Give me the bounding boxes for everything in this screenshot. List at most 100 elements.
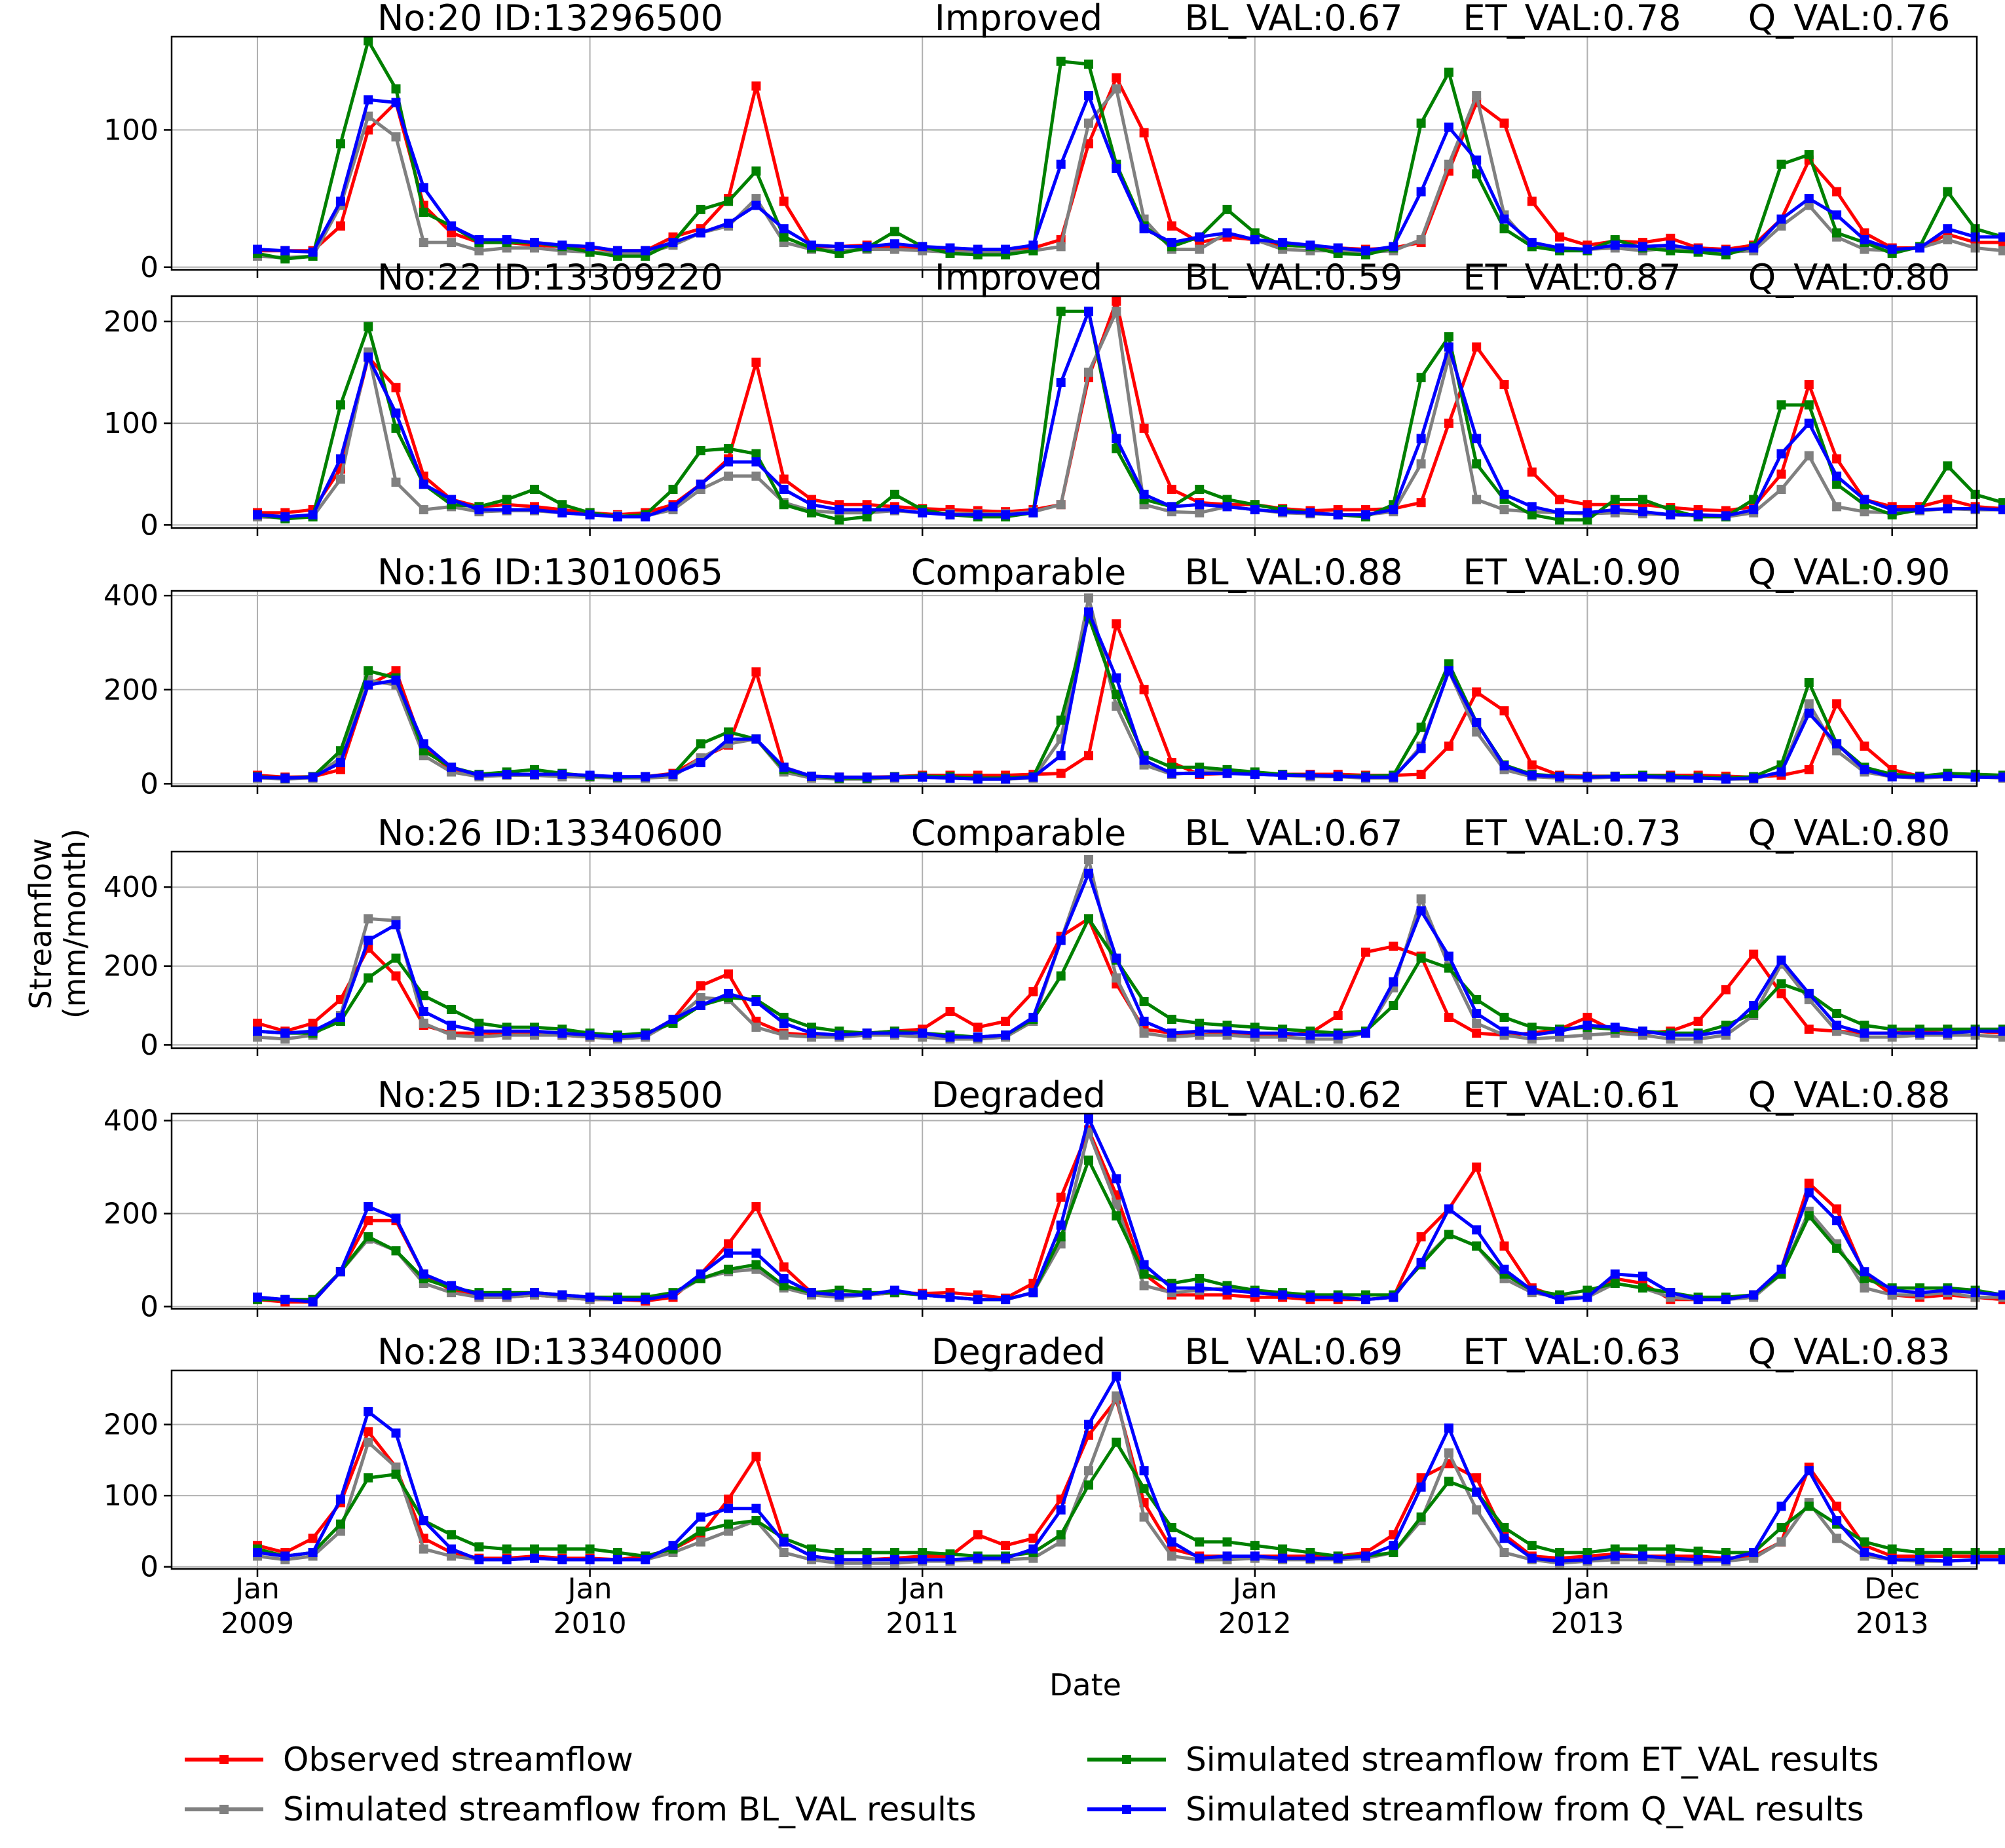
data-point-q	[1028, 1288, 1038, 1298]
data-point-q	[973, 510, 983, 519]
data-point-obs	[751, 357, 761, 367]
data-point-q	[1305, 1292, 1315, 1302]
data-point-q	[1416, 187, 1426, 197]
data-point-q	[308, 772, 318, 782]
data-point-q	[751, 734, 761, 744]
data-point-q	[308, 1027, 318, 1036]
data-point-q	[530, 505, 539, 515]
data-point-bl	[1167, 1551, 1176, 1561]
data-point-q	[862, 1290, 872, 1300]
legend-swatch-marker	[219, 1755, 229, 1764]
panel-q-val: Q_VAL:0.76	[1748, 0, 1950, 39]
data-point-q	[474, 235, 484, 244]
data-point-q	[1804, 1188, 1814, 1197]
data-point-q	[1416, 744, 1426, 753]
panel-id-title: No:26 ID:13340600	[377, 812, 723, 854]
data-point-et	[1222, 204, 1232, 214]
data-point-q	[1195, 1027, 1205, 1036]
data-point-q	[1970, 772, 1980, 782]
data-point-q	[890, 1028, 899, 1038]
data-point-q	[364, 1201, 373, 1211]
data-point-q	[724, 1248, 734, 1258]
data-point-bl	[1444, 159, 1453, 169]
panel-status-title: Comparable	[911, 552, 1127, 593]
data-point-obs	[1499, 380, 1509, 390]
data-point-obs	[308, 1534, 318, 1543]
data-point-q	[1001, 774, 1011, 784]
data-point-et	[1195, 1019, 1205, 1028]
data-point-q	[502, 1027, 512, 1036]
data-point-q	[1555, 1027, 1565, 1036]
data-point-obs	[308, 1019, 318, 1028]
data-point-q	[1222, 502, 1232, 512]
data-point-et	[474, 1019, 484, 1028]
data-point-obs	[751, 1452, 761, 1461]
data-point-q	[641, 1294, 650, 1304]
data-point-q	[945, 510, 955, 519]
data-point-et	[862, 1548, 872, 1558]
data-point-q	[1749, 1290, 1759, 1300]
data-point-q	[612, 1294, 622, 1304]
legend-item-bl: Simulated streamflow from BL_VAL results	[185, 1790, 977, 1828]
data-point-et	[1084, 59, 1093, 69]
series-q	[253, 869, 2005, 1042]
series-line-obs	[257, 1128, 2004, 1304]
data-point-q	[502, 1555, 512, 1564]
y-tick-label: 400	[103, 1104, 159, 1138]
data-point-q	[1693, 773, 1703, 783]
data-point-q	[834, 505, 844, 515]
data-point-q	[1693, 1030, 1703, 1040]
data-point-q	[973, 1553, 983, 1563]
data-point-et	[419, 746, 428, 756]
data-point-et	[807, 1544, 816, 1554]
data-point-bl	[1084, 593, 1093, 603]
y-tick-label: 0	[140, 767, 159, 801]
data-point-et	[364, 1473, 373, 1482]
data-point-et	[1416, 953, 1426, 963]
data-point-q	[862, 242, 872, 252]
data-point-obs	[391, 666, 401, 676]
data-point-q	[834, 1030, 844, 1040]
panel-status-title: Degraded	[931, 1331, 1106, 1372]
data-point-q	[1472, 155, 1482, 165]
data-point-q	[1527, 1553, 1537, 1563]
data-point-obs	[335, 221, 345, 231]
data-point-bl	[419, 1019, 428, 1028]
data-point-q	[419, 739, 428, 749]
x-tick-labels: Jan2009Jan2010Jan2011Jan2012Jan2013Dec20…	[221, 1572, 1929, 1640]
data-point-et	[1056, 971, 1066, 981]
data-point-obs	[1084, 139, 1093, 149]
data-point-et	[1472, 169, 1482, 179]
data-point-q	[918, 1290, 928, 1300]
data-point-q	[1749, 1000, 1759, 1010]
data-point-et	[1167, 1523, 1176, 1533]
data-point-q	[280, 246, 290, 255]
data-point-q	[1666, 772, 1676, 782]
data-point-bl	[1832, 746, 1842, 756]
data-point-q	[1776, 1264, 1786, 1274]
data-point-et	[1195, 1537, 1205, 1547]
data-point-et	[1555, 515, 1565, 525]
data-point-et	[1222, 1537, 1232, 1547]
data-point-q	[364, 95, 373, 105]
data-point-q	[1915, 772, 1924, 782]
data-point-obs	[1499, 706, 1509, 716]
data-point-et	[391, 84, 401, 94]
data-point-q	[447, 495, 457, 504]
data-point-et	[890, 227, 899, 236]
data-point-obs	[1832, 454, 1842, 464]
data-point-et	[335, 400, 345, 410]
data-point-obs	[973, 1023, 983, 1032]
data-point-q	[918, 1555, 928, 1564]
data-point-et	[1416, 373, 1426, 383]
data-point-q	[280, 773, 290, 783]
data-point-et	[364, 36, 373, 46]
data-point-et	[1638, 1283, 1647, 1293]
data-point-q	[890, 505, 899, 515]
data-point-q	[1112, 1174, 1121, 1184]
data-point-q	[335, 454, 345, 464]
data-point-et	[1583, 515, 1592, 525]
data-point-bl	[1416, 894, 1426, 904]
data-point-q	[280, 1028, 290, 1038]
data-point-q	[364, 352, 373, 362]
